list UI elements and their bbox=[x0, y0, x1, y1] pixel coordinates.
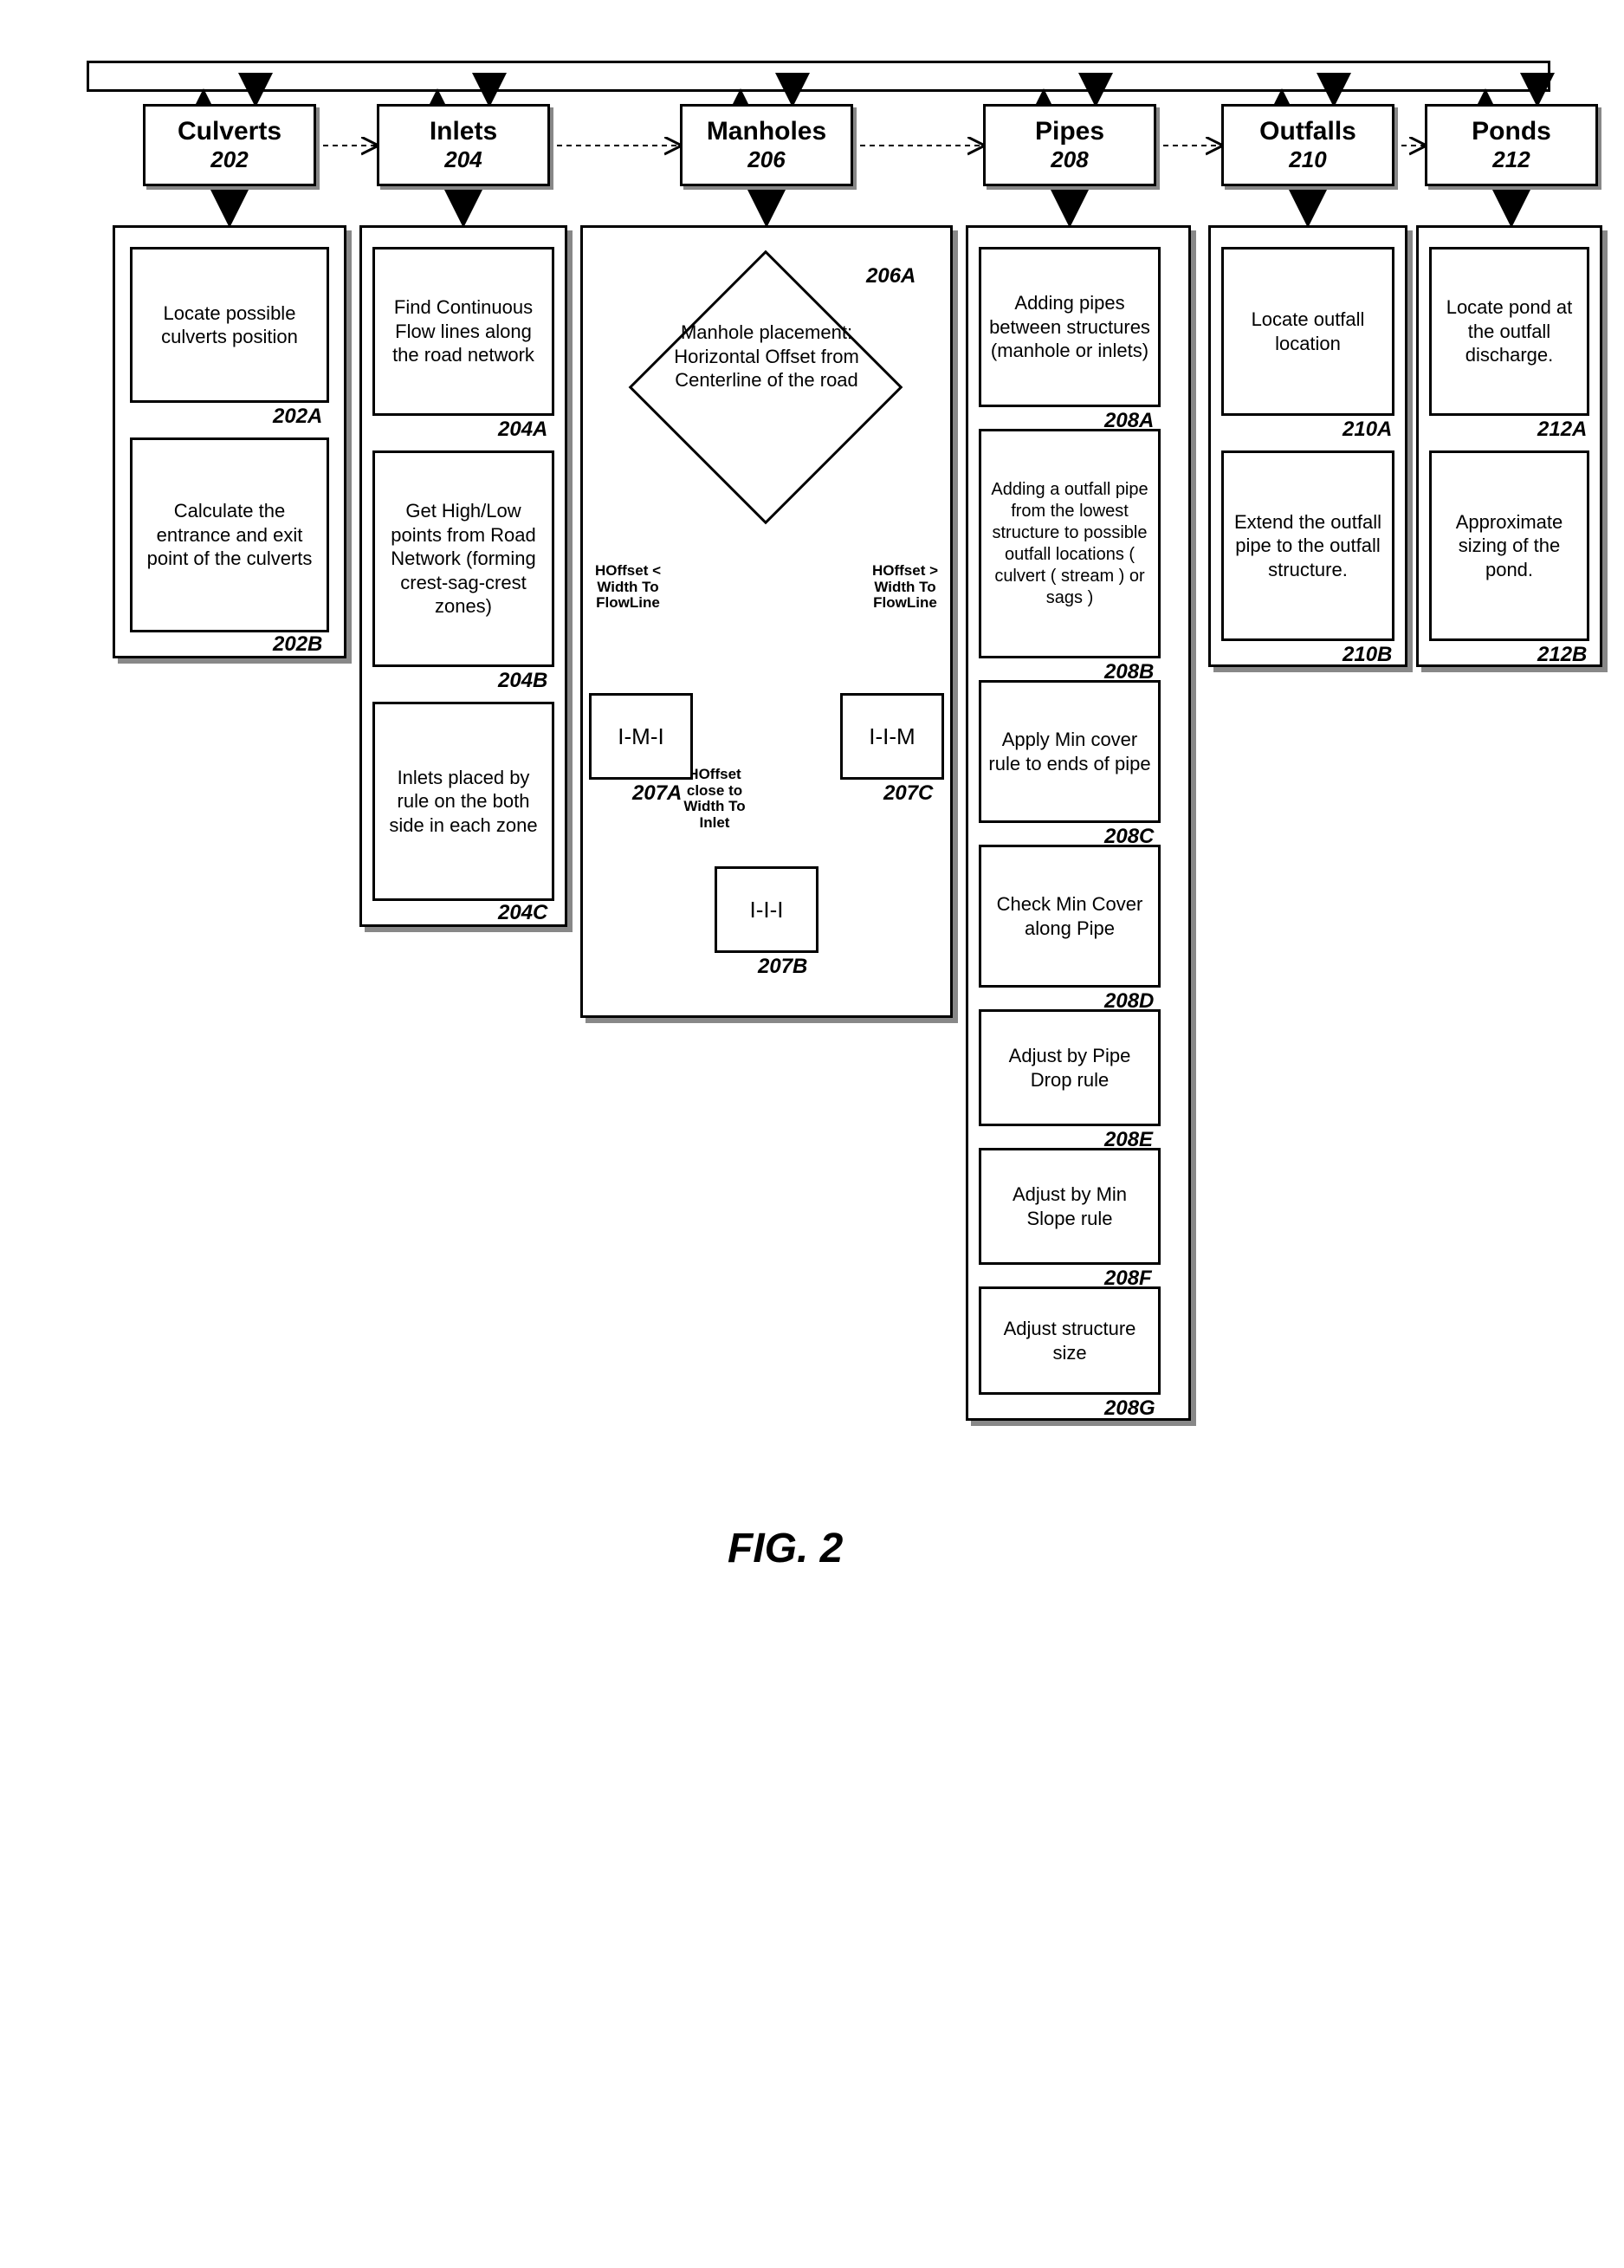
step-210b-text: Extend the outfall pipe to the outfall s… bbox=[1231, 510, 1385, 582]
step-204b: Get High/Low points from Road Network (f… bbox=[372, 450, 554, 667]
ref-207a: 207A bbox=[632, 781, 682, 806]
header-manholes-title: Manholes bbox=[707, 117, 826, 146]
header-ponds-ref: 212 bbox=[1492, 146, 1530, 173]
step-208e-text: Adjust by Pipe Drop rule bbox=[988, 1044, 1151, 1092]
step-208f-text: Adjust by Min Slope rule bbox=[988, 1183, 1151, 1230]
cond-right: HOffset > Width To FlowLine bbox=[866, 563, 944, 612]
branch-207a: I-M-I bbox=[589, 693, 693, 780]
step-208e: Adjust by Pipe Drop rule bbox=[979, 1009, 1161, 1126]
ref-206a: 206A bbox=[866, 264, 916, 288]
step-208c: Apply Min cover rule to ends of pipe bbox=[979, 680, 1161, 823]
ref-207b: 207B bbox=[758, 955, 807, 979]
branch-207c-text: I-I-M bbox=[869, 723, 915, 751]
header-pipes: Pipes 208 bbox=[983, 104, 1156, 186]
header-outfalls: Outfalls 210 bbox=[1221, 104, 1394, 186]
header-ponds: Ponds 212 bbox=[1425, 104, 1598, 186]
cond-left: HOffset < Width To FlowLine bbox=[589, 563, 667, 612]
ref-212a: 212A bbox=[1537, 418, 1587, 442]
step-208c-text: Apply Min cover rule to ends of pipe bbox=[988, 728, 1151, 775]
step-204a-text: Find Continuous Flow lines along the roa… bbox=[382, 295, 545, 367]
step-202a-text: Locate possible culverts position bbox=[139, 301, 320, 349]
ref-210a: 210A bbox=[1343, 418, 1392, 442]
step-208a-text: Adding pipes between structures (manhole… bbox=[988, 291, 1151, 363]
step-208b-text: Adding a outfall pipe from the lowest st… bbox=[988, 479, 1151, 609]
ref-202a: 202A bbox=[273, 405, 322, 429]
header-ponds-title: Ponds bbox=[1472, 117, 1551, 146]
header-inlets: Inlets 204 bbox=[377, 104, 550, 186]
ref-207c: 207C bbox=[883, 781, 933, 806]
header-outfalls-title: Outfalls bbox=[1259, 117, 1356, 146]
header-culverts-ref: 202 bbox=[210, 146, 248, 173]
header-manholes: Manholes 206 bbox=[680, 104, 853, 186]
step-202b-text: Calculate the entrance and exit point of… bbox=[139, 499, 320, 571]
step-208a: Adding pipes between structures (manhole… bbox=[979, 247, 1161, 407]
step-212b: Approximate sizing of the pond. bbox=[1429, 450, 1589, 641]
step-208d-text: Check Min Cover along Pipe bbox=[988, 892, 1151, 940]
header-inlets-ref: 204 bbox=[444, 146, 482, 173]
step-210a-text: Locate outfall location bbox=[1231, 308, 1385, 355]
step-208d: Check Min Cover along Pipe bbox=[979, 845, 1161, 988]
step-208g: Adjust structure size bbox=[979, 1286, 1161, 1395]
step-210b: Extend the outfall pipe to the outfall s… bbox=[1221, 450, 1394, 641]
branch-207a-text: I-M-I bbox=[618, 723, 663, 751]
step-208b: Adding a outfall pipe from the lowest st… bbox=[979, 429, 1161, 658]
ref-204b: 204B bbox=[498, 669, 547, 693]
ref-212b: 212B bbox=[1537, 643, 1587, 667]
step-212a-text: Locate pond at the outfall discharge. bbox=[1439, 295, 1580, 367]
step-212b-text: Approximate sizing of the pond. bbox=[1439, 510, 1580, 582]
ref-202b: 202B bbox=[273, 632, 322, 657]
ref-204a: 204A bbox=[498, 418, 547, 442]
ref-208g: 208G bbox=[1104, 1396, 1155, 1421]
figure-label: FIG. 2 bbox=[728, 1525, 843, 1572]
step-204c: Inlets placed by rule on the both side i… bbox=[372, 702, 554, 901]
step-208f: Adjust by Min Slope rule bbox=[979, 1148, 1161, 1265]
step-210a: Locate outfall location bbox=[1221, 247, 1394, 416]
step-208g-text: Adjust structure size bbox=[988, 1317, 1151, 1364]
flowchart-diagram: Culverts 202 Inlets 204 Manholes 206 Pip… bbox=[35, 35, 1594, 2200]
header-outfalls-ref: 210 bbox=[1289, 146, 1326, 173]
header-culverts-title: Culverts bbox=[178, 117, 281, 146]
ref-204c: 204C bbox=[498, 901, 547, 925]
header-culverts: Culverts 202 bbox=[143, 104, 316, 186]
step-204b-text: Get High/Low points from Road Network (f… bbox=[382, 499, 545, 619]
step-202b: Calculate the entrance and exit point of… bbox=[130, 437, 329, 632]
ref-210b: 210B bbox=[1343, 643, 1392, 667]
branch-207b-text: I-I-I bbox=[750, 896, 784, 924]
step-204c-text: Inlets placed by rule on the both side i… bbox=[382, 766, 545, 838]
branch-207b: I-I-I bbox=[715, 866, 818, 953]
branch-207c: I-I-M bbox=[840, 693, 944, 780]
step-202a: Locate possible culverts position bbox=[130, 247, 329, 403]
step-212a: Locate pond at the outfall discharge. bbox=[1429, 247, 1589, 416]
header-pipes-title: Pipes bbox=[1035, 117, 1104, 146]
step-204a: Find Continuous Flow lines along the roa… bbox=[372, 247, 554, 416]
top-connector-band bbox=[87, 61, 1550, 92]
header-pipes-ref: 208 bbox=[1051, 146, 1088, 173]
header-manholes-ref: 206 bbox=[747, 146, 785, 173]
header-inlets-title: Inlets bbox=[430, 117, 497, 146]
